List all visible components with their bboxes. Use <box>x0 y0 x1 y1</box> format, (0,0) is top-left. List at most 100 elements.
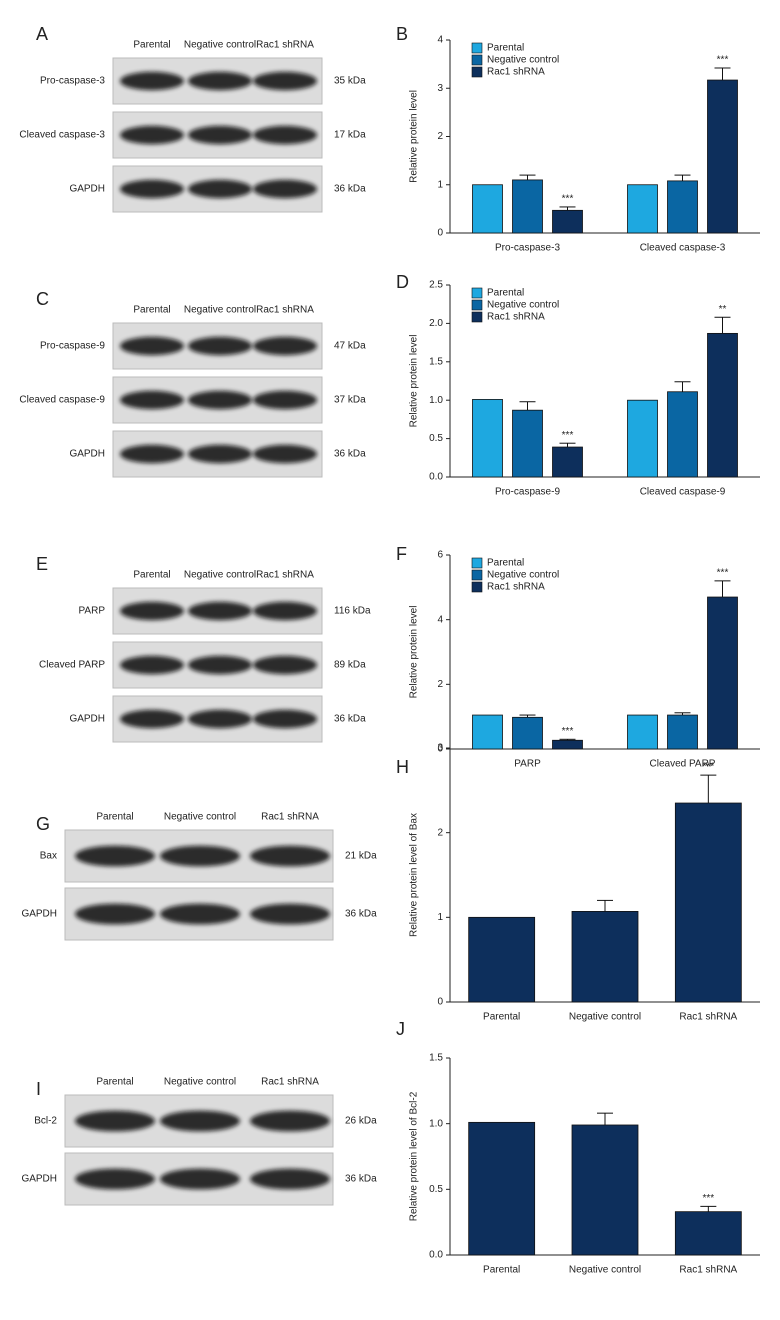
bar <box>627 184 658 234</box>
bar <box>627 399 658 478</box>
y-tick-label: 0.0 <box>429 1250 443 1261</box>
row-label: Bcl-2 <box>34 1116 57 1127</box>
y-tick-label: 1.0 <box>429 1118 443 1129</box>
band <box>253 336 317 356</box>
y-axis-label: Relative protein level <box>409 606 420 699</box>
row-label: GAPDH <box>69 714 105 725</box>
kda-label: 37 kDa <box>334 395 366 406</box>
band <box>253 444 317 464</box>
row-label: GAPDH <box>21 1174 57 1185</box>
bar <box>468 1121 536 1256</box>
band <box>75 1110 155 1132</box>
bar <box>707 79 738 234</box>
band <box>253 601 317 621</box>
band <box>120 71 184 91</box>
band <box>75 1168 155 1190</box>
bar <box>552 209 583 234</box>
significance: ** <box>719 304 727 315</box>
y-tick-label: 4 <box>437 35 443 46</box>
column-header: Rac1 shRNA <box>256 40 314 51</box>
legend-swatch <box>471 569 483 581</box>
legend-swatch <box>471 66 483 78</box>
legend-swatch <box>471 299 483 311</box>
y-tick-label: 4 <box>437 614 443 625</box>
x-tick-label: Negative control <box>569 1012 641 1023</box>
significance: *** <box>717 55 729 66</box>
band <box>188 179 252 199</box>
panel-letter: C <box>36 289 49 309</box>
panel-letter: J <box>396 1019 405 1039</box>
bar <box>472 184 503 234</box>
legend-swatch <box>471 311 483 323</box>
x-tick-label: Negative control <box>569 1265 641 1276</box>
band <box>188 390 252 410</box>
band <box>253 709 317 729</box>
y-tick-label: 1.0 <box>429 395 443 406</box>
significance: *** <box>717 568 729 579</box>
legend-label: Negative control <box>487 55 559 66</box>
band <box>253 125 317 145</box>
band <box>250 1110 330 1132</box>
panel-letter: B <box>396 24 408 44</box>
panel-letter: A <box>36 24 48 44</box>
bar <box>667 391 698 478</box>
bar <box>667 714 698 750</box>
row-label: GAPDH <box>21 909 57 920</box>
panel-letter: G <box>36 814 50 834</box>
column-header: Rac1 shRNA <box>261 1077 319 1088</box>
legend-swatch <box>471 42 483 54</box>
bar <box>512 179 543 234</box>
kda-label: 89 kDa <box>334 660 366 671</box>
kda-label: 26 kDa <box>345 1116 377 1127</box>
column-header: Negative control <box>164 812 236 823</box>
bar <box>674 802 742 1003</box>
panel-letter: D <box>396 272 409 292</box>
kda-label: 116 kDa <box>334 606 371 617</box>
row-label: GAPDH <box>69 184 105 195</box>
band <box>188 709 252 729</box>
legend-label: Negative control <box>487 300 559 311</box>
bar <box>571 1124 639 1256</box>
x-tick-label: Cleaved caspase-9 <box>640 487 726 498</box>
bar <box>472 714 503 750</box>
legend-swatch <box>471 54 483 66</box>
y-tick-label: 1.5 <box>429 1053 443 1064</box>
y-tick-label: 3 <box>437 743 443 754</box>
y-axis-label: Relative protein level of Bax <box>409 813 420 937</box>
bar <box>472 399 503 478</box>
band <box>75 903 155 925</box>
bar <box>667 180 698 234</box>
y-tick-label: 0.0 <box>429 472 443 483</box>
bar <box>512 716 543 750</box>
x-tick-label: Pro-caspase-3 <box>495 243 560 254</box>
band <box>253 179 317 199</box>
row-label: Bax <box>40 851 57 862</box>
band <box>160 903 240 925</box>
kda-label: 21 kDa <box>345 851 377 862</box>
row-label: Cleaved PARP <box>39 660 105 671</box>
band <box>188 336 252 356</box>
y-tick-label: 0 <box>437 228 443 239</box>
band <box>253 655 317 675</box>
legend-swatch <box>471 557 483 569</box>
row-label: GAPDH <box>69 449 105 460</box>
x-tick-label: Rac1 shRNA <box>679 1012 737 1023</box>
band <box>250 845 330 867</box>
row-label: Pro-caspase-9 <box>40 341 105 352</box>
y-tick-label: 2.5 <box>429 280 443 291</box>
column-header: Negative control <box>184 40 256 51</box>
y-tick-label: 2.0 <box>429 318 443 329</box>
y-axis-label: Relative protein level <box>409 335 420 428</box>
row-label: Cleaved caspase-3 <box>19 130 105 141</box>
legend-label: Negative control <box>487 570 559 581</box>
kda-label: 17 kDa <box>334 130 366 141</box>
bar <box>674 1211 742 1256</box>
kda-label: 47 kDa <box>334 341 366 352</box>
significance: *** <box>702 1193 714 1204</box>
band <box>120 709 184 729</box>
band <box>120 179 184 199</box>
kda-label: 36 kDa <box>334 714 366 725</box>
column-header: Negative control <box>164 1077 236 1088</box>
band <box>188 71 252 91</box>
